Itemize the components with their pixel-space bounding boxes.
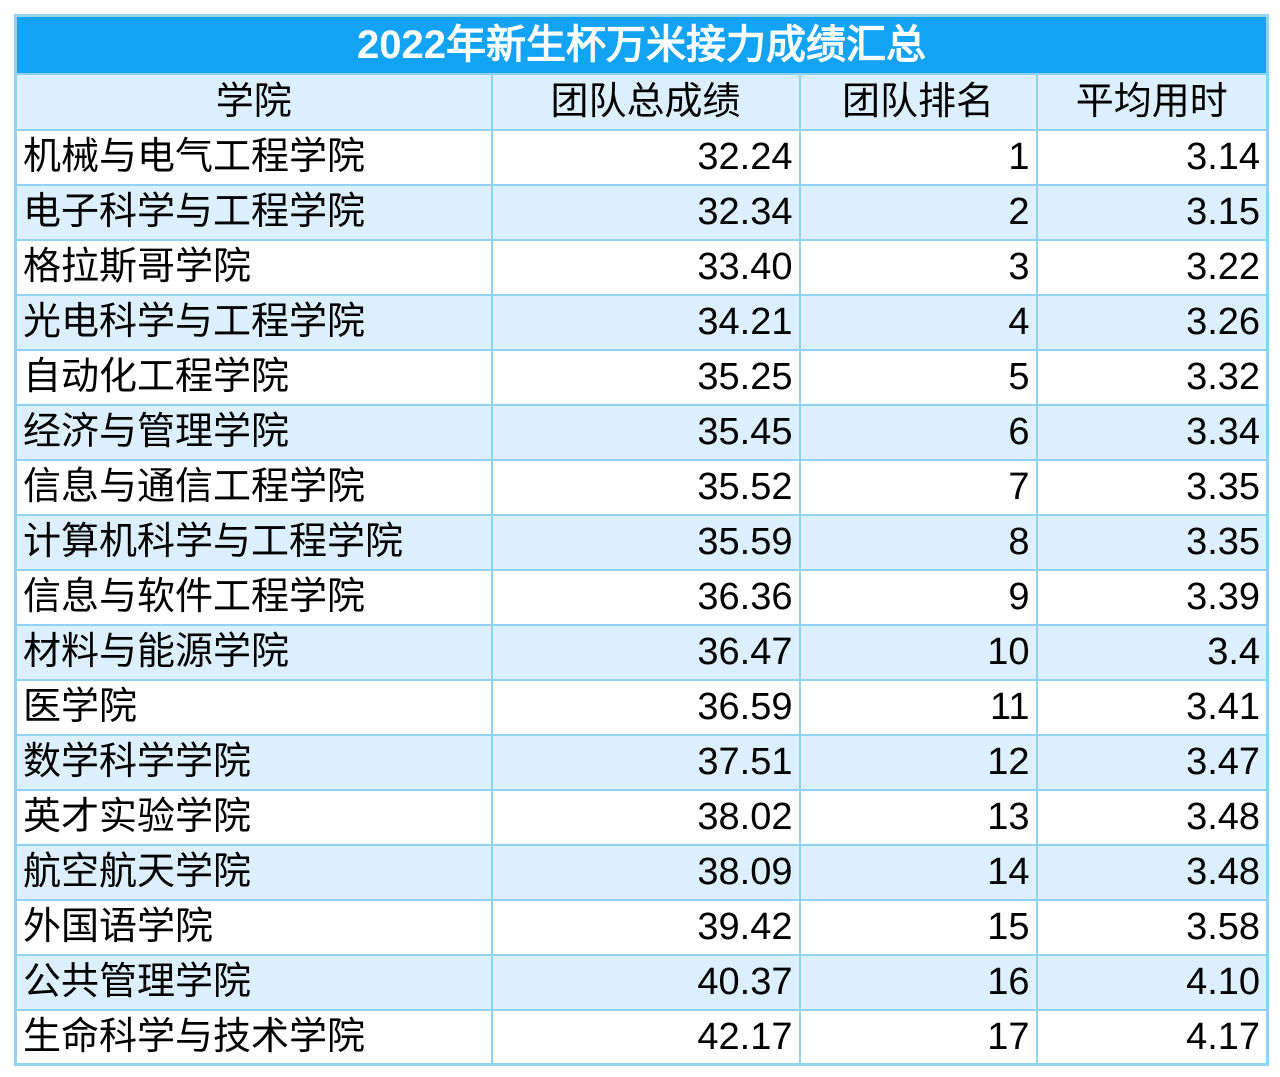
team-rank-cell: 13 <box>798 788 1038 846</box>
table-row: 航空航天学院 38.09 14 3.48 <box>14 843 1269 901</box>
team-rank-cell: 7 <box>798 458 1038 516</box>
average-time-cell: 3.35 <box>1035 458 1269 516</box>
team-rank-cell: 14 <box>798 843 1038 901</box>
column-header-team-rank: 团队排名 <box>798 72 1038 131</box>
total-score-cell: 40.37 <box>490 953 801 1011</box>
average-time-cell: 3.35 <box>1035 513 1269 571</box>
table-row: 光电科学与工程学院 34.21 4 3.26 <box>14 293 1269 351</box>
college-cell: 计算机科学与工程学院 <box>14 513 493 571</box>
total-score-cell: 38.02 <box>490 788 801 846</box>
average-time-cell: 3.15 <box>1035 183 1269 241</box>
table-row: 医学院 36.59 11 3.41 <box>14 678 1269 736</box>
table-row: 自动化工程学院 35.25 5 3.32 <box>14 348 1269 406</box>
average-time-cell: 3.34 <box>1035 403 1269 461</box>
total-score-cell: 33.40 <box>490 238 801 296</box>
college-cell: 数学科学学院 <box>14 733 493 791</box>
team-rank-cell: 11 <box>798 678 1038 736</box>
college-cell: 信息与通信工程学院 <box>14 458 493 516</box>
college-cell: 机械与电气工程学院 <box>14 128 493 186</box>
average-time-cell: 3.32 <box>1035 348 1269 406</box>
table-row: 英才实验学院 38.02 13 3.48 <box>14 788 1269 846</box>
college-cell: 医学院 <box>14 678 493 736</box>
team-rank-cell: 12 <box>798 733 1038 791</box>
team-rank-cell: 6 <box>798 403 1038 461</box>
table-row: 电子科学与工程学院 32.34 2 3.15 <box>14 183 1269 241</box>
team-rank-cell: 16 <box>798 953 1038 1011</box>
average-time-cell: 4.17 <box>1035 1008 1269 1066</box>
table-row: 经济与管理学院 35.45 6 3.34 <box>14 403 1269 461</box>
total-score-cell: 34.21 <box>490 293 801 351</box>
total-score-cell: 36.47 <box>490 623 801 681</box>
average-time-cell: 3.4 <box>1035 623 1269 681</box>
table-body: 机械与电气工程学院 32.24 1 3.14 电子科学与工程学院 32.34 2 3.15 格拉… <box>14 128 1269 1066</box>
table-row: 信息与软件工程学院 36.36 9 3.39 <box>14 568 1269 626</box>
table-row: 公共管理学院 40.37 16 4.10 <box>14 953 1269 1011</box>
college-cell: 公共管理学院 <box>14 953 493 1011</box>
team-rank-cell: 2 <box>798 183 1038 241</box>
team-rank-cell: 8 <box>798 513 1038 571</box>
average-time-cell: 3.41 <box>1035 678 1269 736</box>
team-rank-cell: 3 <box>798 238 1038 296</box>
table-row: 外国语学院 39.42 15 3.58 <box>14 898 1269 956</box>
total-score-cell: 36.59 <box>490 678 801 736</box>
team-rank-cell: 9 <box>798 568 1038 626</box>
table-row: 机械与电气工程学院 32.24 1 3.14 <box>14 128 1269 186</box>
college-cell: 经济与管理学院 <box>14 403 493 461</box>
table-header-row: 学院 团队总成绩 团队排名 平均用时 <box>14 72 1269 131</box>
total-score-cell: 37.51 <box>490 733 801 791</box>
college-cell: 信息与软件工程学院 <box>14 568 493 626</box>
table-row: 格拉斯哥学院 33.40 3 3.22 <box>14 238 1269 296</box>
table-title-row: 2022年新生杯万米接力成绩汇总 <box>14 14 1269 75</box>
column-header-average-time: 平均用时 <box>1035 72 1269 131</box>
college-cell: 航空航天学院 <box>14 843 493 901</box>
average-time-cell: 3.48 <box>1035 843 1269 901</box>
table-row: 数学科学学院 37.51 12 3.47 <box>14 733 1269 791</box>
table-row: 材料与能源学院 36.47 10 3.4 <box>14 623 1269 681</box>
total-score-cell: 35.59 <box>490 513 801 571</box>
team-rank-cell: 10 <box>798 623 1038 681</box>
total-score-cell: 38.09 <box>490 843 801 901</box>
column-header-college: 学院 <box>14 72 493 131</box>
team-rank-cell: 1 <box>798 128 1038 186</box>
total-score-cell: 35.52 <box>490 458 801 516</box>
team-rank-cell: 17 <box>798 1008 1038 1066</box>
college-cell: 外国语学院 <box>14 898 493 956</box>
table-title: 2022年新生杯万米接力成绩汇总 <box>14 14 1269 75</box>
college-cell: 电子科学与工程学院 <box>14 183 493 241</box>
average-time-cell: 4.10 <box>1035 953 1269 1011</box>
average-time-cell: 3.48 <box>1035 788 1269 846</box>
college-cell: 光电科学与工程学院 <box>14 293 493 351</box>
table-row: 计算机科学与工程学院 35.59 8 3.35 <box>14 513 1269 571</box>
college-cell: 生命科学与技术学院 <box>14 1008 493 1066</box>
average-time-cell: 3.22 <box>1035 238 1269 296</box>
college-cell: 英才实验学院 <box>14 788 493 846</box>
total-score-cell: 36.36 <box>490 568 801 626</box>
college-cell: 材料与能源学院 <box>14 623 493 681</box>
total-score-cell: 32.34 <box>490 183 801 241</box>
total-score-cell: 35.25 <box>490 348 801 406</box>
total-score-cell: 42.17 <box>490 1008 801 1066</box>
team-rank-cell: 5 <box>798 348 1038 406</box>
average-time-cell: 3.26 <box>1035 293 1269 351</box>
table-row: 生命科学与技术学院 42.17 17 4.17 <box>14 1008 1269 1066</box>
total-score-cell: 35.45 <box>490 403 801 461</box>
college-cell: 自动化工程学院 <box>14 348 493 406</box>
results-table: 2022年新生杯万米接力成绩汇总 学院 团队总成绩 团队排名 平均用时 机械与电… <box>14 14 1270 1066</box>
team-rank-cell: 15 <box>798 898 1038 956</box>
average-time-cell: 3.39 <box>1035 568 1269 626</box>
table-row: 信息与通信工程学院 35.52 7 3.35 <box>14 458 1269 516</box>
average-time-cell: 3.14 <box>1035 128 1269 186</box>
column-header-total-score: 团队总成绩 <box>490 72 801 131</box>
average-time-cell: 3.58 <box>1035 898 1269 956</box>
college-cell: 格拉斯哥学院 <box>14 238 493 296</box>
total-score-cell: 32.24 <box>490 128 801 186</box>
average-time-cell: 3.47 <box>1035 733 1269 791</box>
team-rank-cell: 4 <box>798 293 1038 351</box>
total-score-cell: 39.42 <box>490 898 801 956</box>
